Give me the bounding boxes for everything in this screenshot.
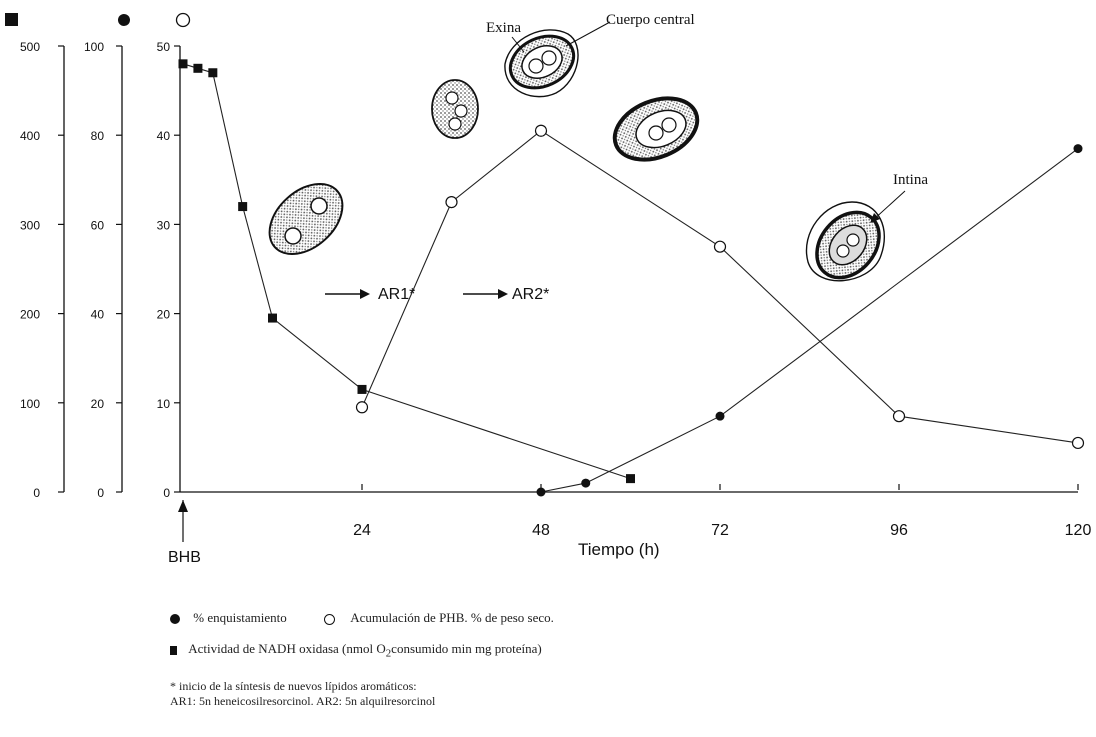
data-point-square (193, 63, 203, 73)
exina-pointer (511, 36, 525, 53)
ar2-annotation: AR2* (463, 286, 549, 303)
y-tick-label: 400 (20, 129, 40, 143)
bhb-marker: BHB (168, 500, 201, 566)
data-point-filled-circle (581, 478, 591, 488)
legend-note-2: AR1: 5n heneicosilresorcinol. AR2: 5n al… (170, 694, 436, 708)
x-tick-label: 48 (532, 522, 550, 539)
series-line-square (182, 63, 631, 480)
intina-label: Intina (893, 172, 928, 188)
y-tick-label: 30 (157, 218, 171, 232)
data-point-square (268, 313, 277, 323)
legend-row-1: % enquistamiento Acumulación de PHB. % d… (170, 610, 554, 626)
y-tick-label: 10 (157, 397, 171, 411)
y-tick-label: 80 (91, 129, 105, 143)
y-tick-label: 50 (157, 40, 171, 54)
cuerpo-central-label: Cuerpo central (606, 12, 695, 28)
cell-illustration-5 (805, 201, 885, 282)
y-tick-label: 0 (163, 486, 170, 500)
data-point-square (208, 68, 218, 78)
ar2-label: AR2* (512, 286, 549, 303)
y-tick-label: 60 (91, 218, 105, 232)
data-point-open-circle (534, 124, 548, 137)
legend-row-2: Actividad de NADH oxidasa (nmol O2 consu… (170, 641, 542, 660)
ar1-annotation: AR1* (325, 286, 415, 303)
intina-pointer (871, 190, 906, 222)
axis-symbol-filled-circle-icon (118, 14, 130, 26)
data-point-open-circle (355, 401, 369, 414)
cell-illustration-4 (612, 96, 700, 162)
y-tick-label: 40 (91, 308, 105, 322)
x-tick-label: 120 (1065, 522, 1092, 539)
legend-filled-circle-icon (170, 614, 180, 625)
y-tick-label: 40 (157, 129, 171, 143)
bhb-label: BHB (168, 549, 201, 566)
legend-phb: Acumulación de PHB. % de peso seco. (350, 610, 554, 625)
y-tick-label: 20 (91, 397, 105, 411)
y-tick-label: 100 (84, 40, 104, 54)
data-point-square (357, 384, 367, 394)
y-tick-label: 300 (20, 218, 40, 232)
x-tick-label: 72 (711, 522, 729, 539)
y-tick-label: 0 (33, 486, 40, 500)
data-point-filled-circle (715, 411, 725, 421)
legend-note-1: * inicio de la síntesis de nuevos lípido… (170, 679, 417, 693)
data-point-filled-circle (1073, 144, 1083, 154)
y-tick-label: 200 (20, 308, 40, 322)
data-point-square (626, 474, 635, 484)
x-ticks: 24 48 72 96 120 (353, 484, 1091, 539)
legend-open-circle-icon (324, 613, 336, 625)
legend-enquistamiento: % enquistamiento (193, 610, 287, 625)
y-tick-label: 20 (157, 308, 171, 322)
y-axes: 0 100 200 300 400 500 0 20 40 60 80 100 0 10 20 30 40 50 (20, 40, 181, 500)
data-point-open-circle (1071, 436, 1085, 450)
data-point-open-circle (445, 196, 458, 209)
cell-illustration-2 (431, 79, 479, 139)
series-line-open-circle (361, 130, 1079, 444)
cell-illustration-3 (504, 29, 579, 98)
legend-nadh-b: consumido min mg proteína) (391, 641, 542, 656)
axis-symbol-open-circle-icon (175, 12, 191, 28)
x-tick-label: 24 (353, 522, 371, 539)
data-point-filled-circle (536, 487, 546, 497)
legend-nadh-sub: 2 (385, 647, 392, 660)
cuerpo-central-pointer (565, 21, 611, 47)
y-tick-label: 0 (97, 486, 104, 500)
x-tick-label: 96 (890, 522, 908, 539)
y-tick-label: 100 (20, 397, 40, 411)
legend-nadh-a: Actividad de NADH oxidasa (nmol O (188, 641, 386, 656)
data-point-square (178, 59, 188, 69)
data-point-open-circle (713, 240, 727, 253)
legend-square-icon (170, 645, 177, 655)
x-axis-title: Tiempo (h) (578, 540, 660, 559)
series-layer (178, 59, 1085, 497)
cell-illustration-1 (268, 183, 344, 255)
series-line-filled-circle (540, 148, 1079, 493)
exina-label: Exina (486, 20, 521, 36)
data-point-square (238, 202, 248, 212)
intina-pointer-head (870, 213, 880, 223)
data-point-open-circle (892, 410, 906, 423)
ar1-label: AR1* (378, 286, 415, 303)
axis-symbol-square-icon (5, 13, 18, 26)
y-tick-label: 500 (20, 40, 40, 54)
